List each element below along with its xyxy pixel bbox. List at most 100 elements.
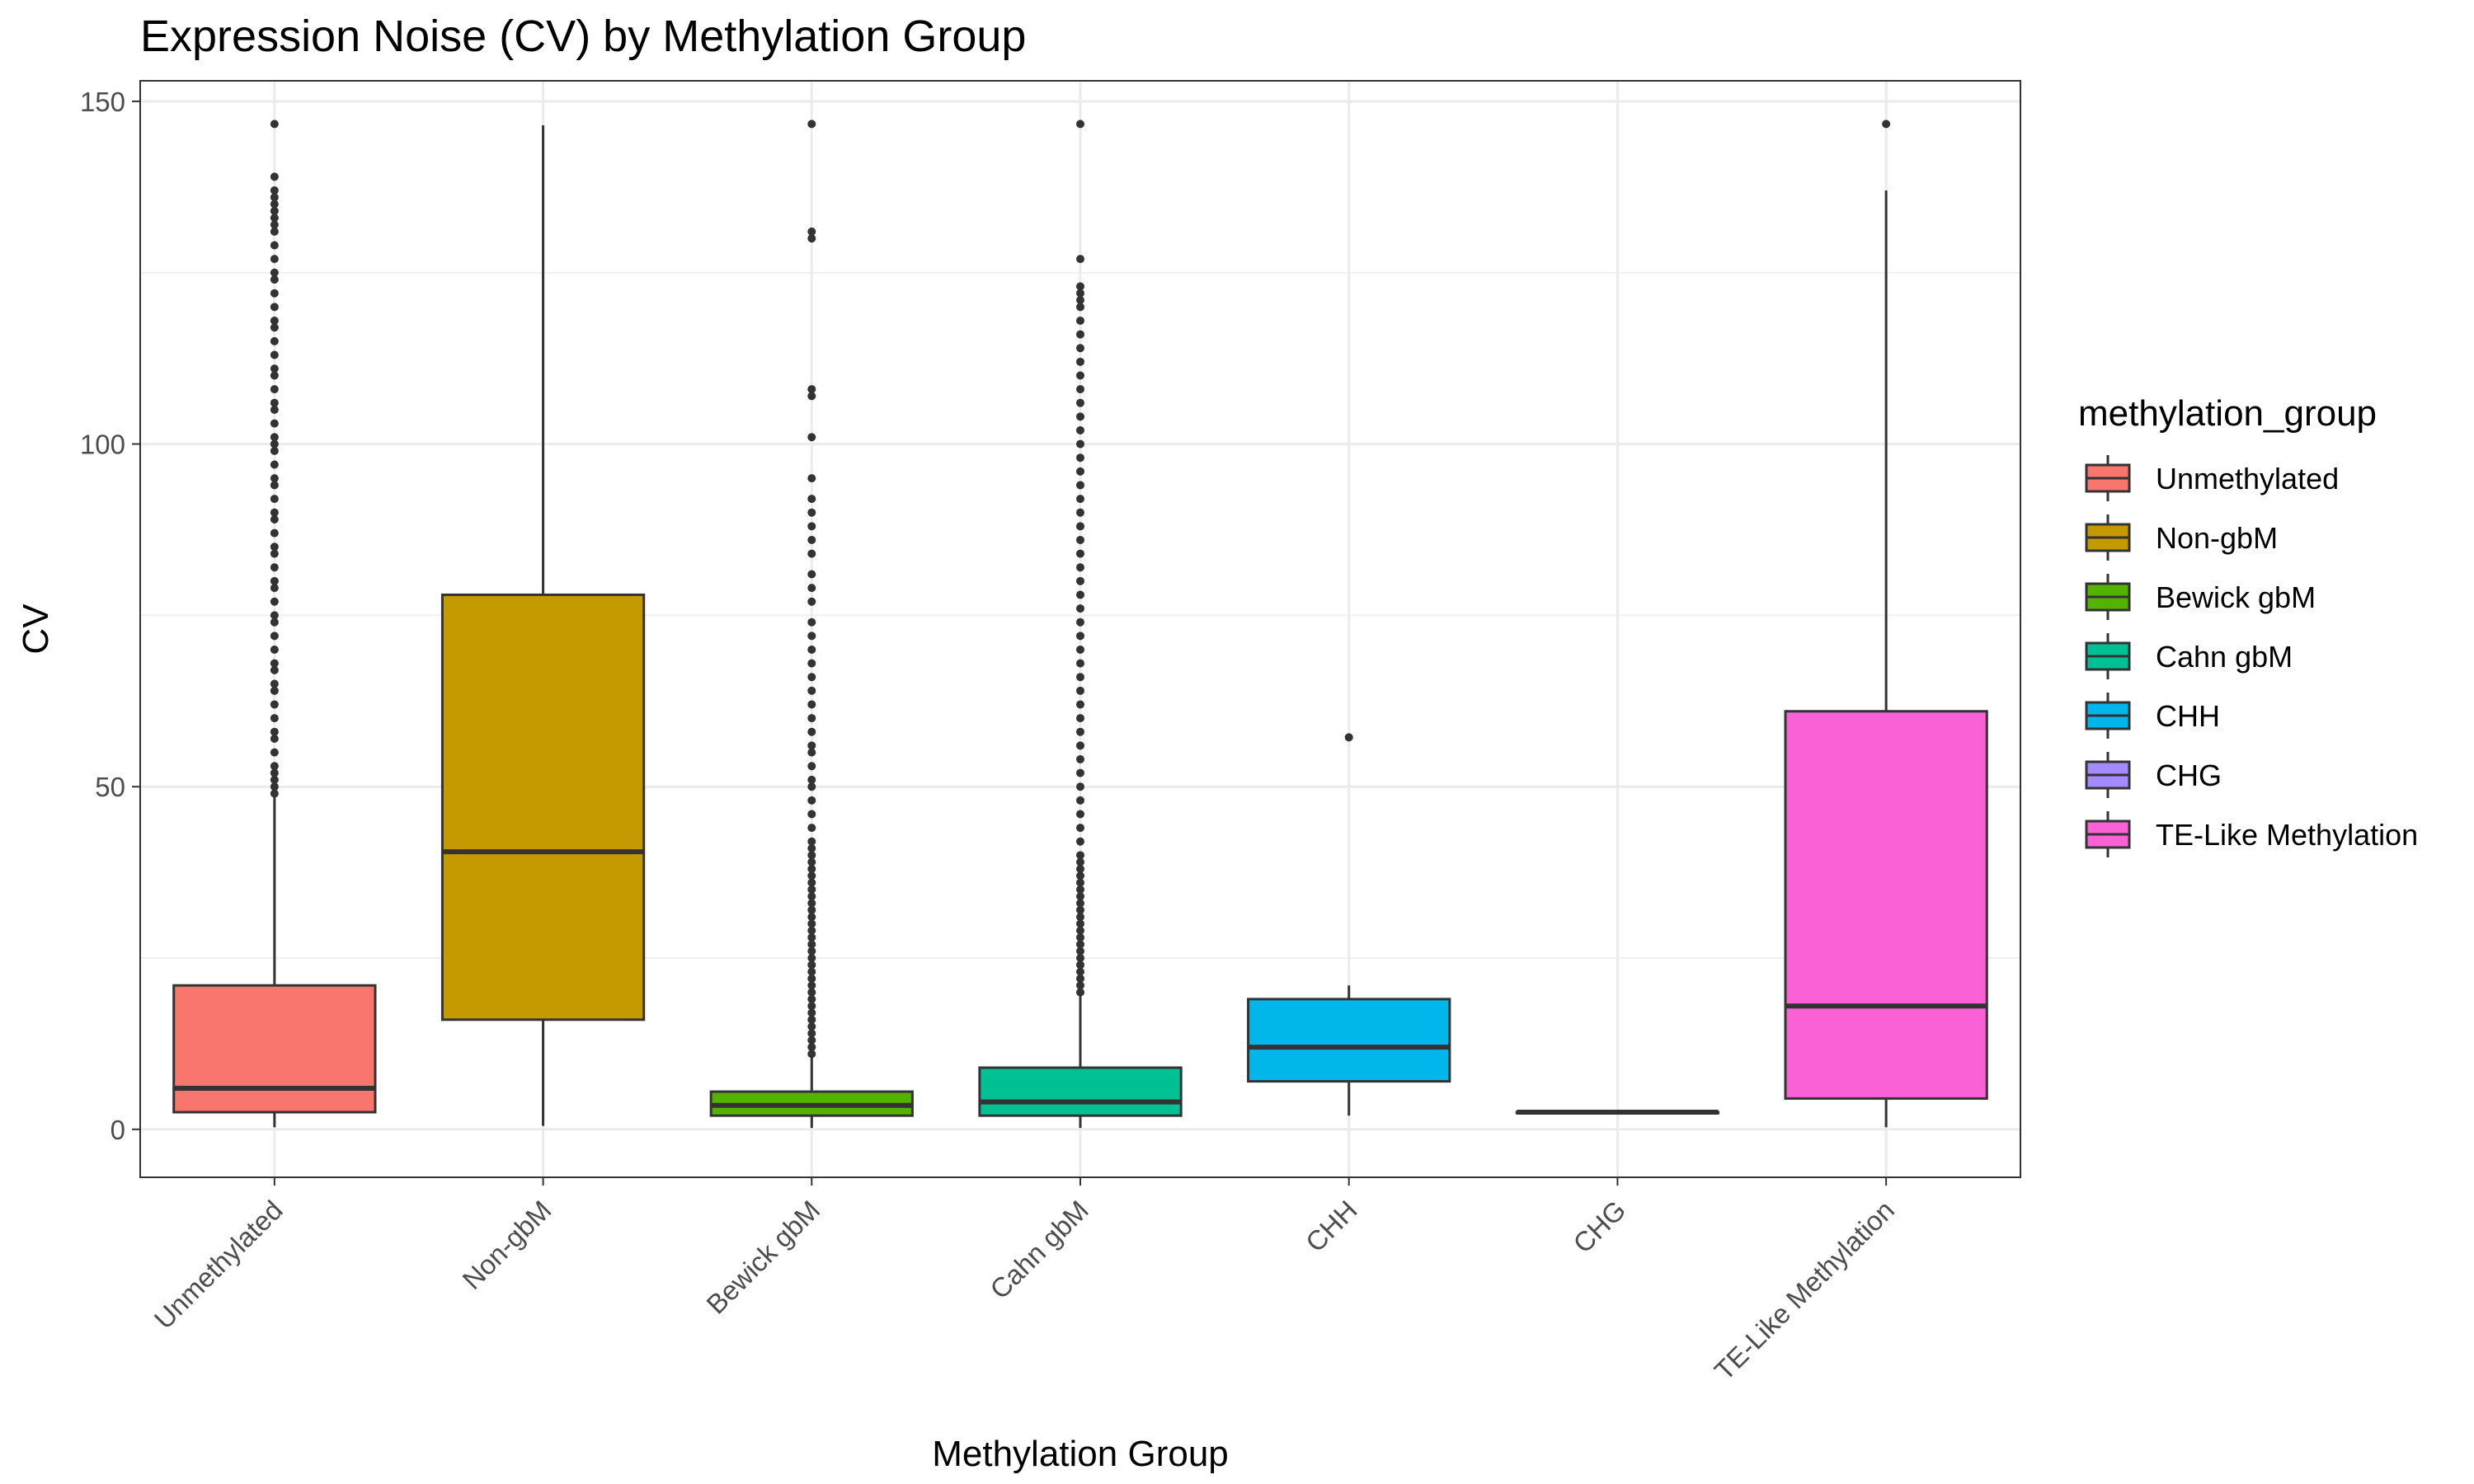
box-chg (1515, 1110, 1720, 1115)
outlier-point (1076, 120, 1084, 129)
outlier-point (807, 762, 816, 771)
outlier-point (807, 919, 816, 928)
outlier-point (807, 741, 816, 750)
outlier-point (1076, 453, 1084, 463)
outlier-point (1076, 576, 1084, 585)
outlier-point (270, 303, 279, 312)
outlier-point (807, 810, 816, 819)
outlier-point (807, 933, 816, 942)
outlier-point (270, 385, 279, 394)
outlier-point (807, 700, 816, 709)
outlier-point (1076, 645, 1084, 654)
outlier-point (807, 1043, 816, 1052)
outlier-point (807, 782, 816, 791)
outlier-point (270, 700, 279, 709)
outlier-point (1076, 535, 1084, 544)
x-tick-label: Cahn gbM (984, 1195, 1094, 1305)
outlier-point (270, 632, 279, 641)
outlier-point (270, 515, 279, 524)
y-axis: 0 50 100 150 (80, 87, 140, 1145)
boxes-layer (172, 120, 1988, 1129)
legend-item: CHH (2085, 693, 2220, 739)
outlier-point (807, 433, 816, 442)
x-tick-label: Unmethylated (148, 1195, 289, 1335)
outlier-point (1076, 899, 1084, 908)
outlier-point (1076, 905, 1084, 914)
outlier-point (807, 686, 816, 695)
box-body (1784, 710, 1988, 1100)
outlier-point (1076, 782, 1084, 791)
outlier-point (1076, 892, 1084, 901)
legend-item: Non-gbM (2085, 514, 2278, 561)
outlier-point (807, 913, 816, 922)
outlier-point (270, 255, 279, 264)
legend-label: CHH (2156, 699, 2220, 733)
outlier-point (270, 200, 279, 209)
outlier-point (1076, 885, 1084, 894)
outlier-point (807, 796, 816, 805)
x-tick-label: Bewick gbM (700, 1195, 825, 1320)
outlier-point (270, 748, 279, 757)
outlier-point (270, 576, 279, 585)
outlier-point (1076, 303, 1084, 312)
outlier-point (807, 1050, 816, 1059)
legend-item: CHG (2085, 752, 2222, 798)
outlier-point (1076, 563, 1084, 572)
outlier-point (270, 214, 279, 223)
x-axis-title: Methylation Group (932, 1434, 1229, 1474)
outlier-point (1076, 686, 1084, 695)
outlier-point (1076, 967, 1084, 976)
outlier-point (270, 439, 279, 448)
outlier-point (270, 193, 279, 202)
outlier-point (270, 789, 279, 798)
y-tick-label: 150 (80, 87, 125, 117)
outlier-point (270, 220, 279, 229)
outlier-point (270, 227, 279, 236)
outlier-point (807, 946, 816, 956)
outlier-point (1076, 913, 1084, 922)
outlier-point (807, 227, 816, 236)
outlier-point (1076, 919, 1084, 928)
outlier-point (270, 268, 279, 277)
outlier-point (807, 673, 816, 682)
outlier-point (1882, 120, 1891, 129)
outlier-point (270, 481, 279, 490)
outlier-point (807, 857, 816, 866)
outlier-point (807, 988, 816, 997)
outlier-point (270, 618, 279, 627)
outlier-point (807, 994, 816, 1003)
outlier-point (1076, 481, 1084, 490)
outlier-point (1344, 733, 1353, 742)
outlier-point (1076, 960, 1084, 970)
outlier-point (807, 1036, 816, 1045)
outlier-point (270, 549, 279, 558)
box-chh (1247, 733, 1451, 1116)
outlier-point (1076, 398, 1084, 407)
outlier-point (1076, 810, 1084, 819)
box-te-like-methylation (1784, 120, 1988, 1128)
legend-label: Bewick gbM (2156, 580, 2316, 614)
outlier-point (807, 392, 816, 401)
legend-item: Bewick gbM (2085, 574, 2316, 620)
outlier-point (270, 433, 279, 442)
outlier-point (270, 768, 279, 777)
outlier-point (1076, 604, 1084, 613)
outlier-point (807, 727, 816, 736)
outlier-point (1076, 296, 1084, 304)
outlier-point (270, 679, 279, 688)
outlier-point (1076, 425, 1084, 434)
box-cahn-gbm (978, 120, 1183, 1129)
box-bewick-gbm (709, 120, 914, 1129)
outlier-point (1076, 926, 1084, 935)
outlier-point (807, 954, 816, 962)
outlier-point (807, 535, 816, 544)
outlier-point (807, 905, 816, 914)
outlier-point (270, 406, 279, 414)
outlier-point (1076, 727, 1084, 736)
outlier-point (270, 120, 279, 129)
outlier-point (1076, 590, 1084, 599)
outlier-point (1076, 700, 1084, 709)
outlier-point (807, 618, 816, 627)
outlier-point (270, 350, 279, 359)
outlier-point (1076, 508, 1084, 517)
